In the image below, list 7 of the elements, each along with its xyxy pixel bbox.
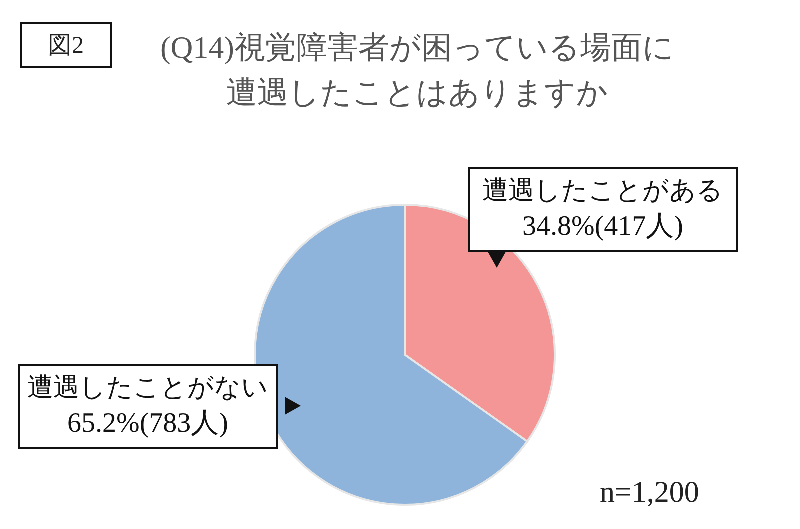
chart-title: (Q14)視覚障害者が困っている場面に遭遇したことはありますか [160, 29, 675, 112]
text: n=1,200 [600, 476, 700, 510]
slice-label: 遭遇したことがある [482, 175, 724, 207]
slice-label: 遭遇したことがない [26, 372, 270, 404]
caption: 図2 [20, 22, 112, 68]
data-label: 34.8%(417人) [522, 210, 684, 244]
data-label: 65.2%(783人) [66, 407, 230, 442]
